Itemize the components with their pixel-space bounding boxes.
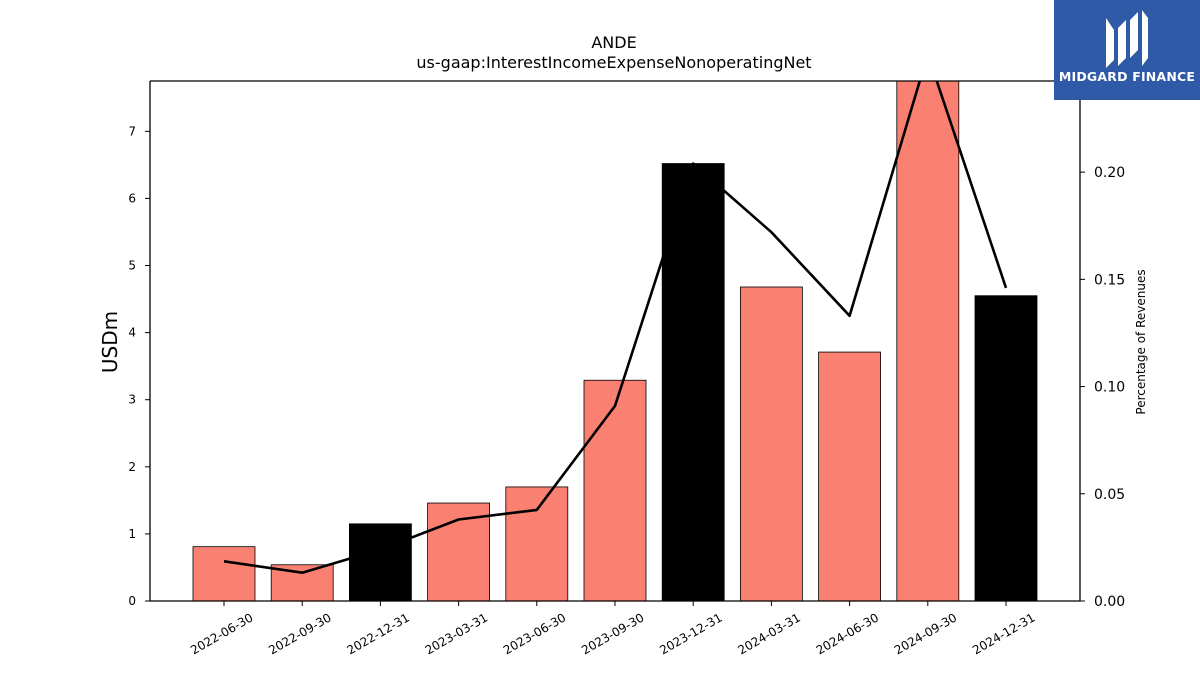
- y-tick-label: 1: [128, 527, 136, 541]
- y-tick-label: 4: [128, 326, 136, 340]
- bar-2022-06-30: [192, 546, 256, 602]
- bar-2024-03-31: [740, 286, 803, 602]
- y-tick-label: 2: [128, 460, 136, 474]
- bar-2023-09-30: [583, 379, 647, 602]
- bar-2023-06-30: [505, 486, 569, 602]
- midgard-finance-logo: MIDGARD FINANCE: [1054, 0, 1200, 100]
- x-tick-label: 2023-09-30: [579, 610, 646, 657]
- x-tick-label: 2024-09-30: [892, 610, 959, 657]
- chart-subtitle: us-gaap:InterestIncomeExpenseNonoperatin…: [416, 53, 811, 72]
- y2-tick-label: 0.10: [1094, 380, 1125, 396]
- midgard-logo-icon: [1106, 10, 1148, 68]
- logo-text: MIDGARD FINANCE: [1058, 69, 1196, 84]
- bar-2024-06-30: [818, 351, 881, 602]
- y2-tick-label: 0.15: [1094, 272, 1125, 288]
- y-tick-label: 5: [128, 259, 136, 273]
- x-tick-label: 2024-03-31: [735, 610, 802, 657]
- y-tick-label: 6: [128, 191, 136, 205]
- y2-tick-label: 0.20: [1094, 165, 1125, 181]
- x-tick-label: 2023-06-30: [501, 610, 568, 657]
- chart-title: ANDE: [591, 33, 636, 52]
- x-tick-label: 2022-12-31: [344, 610, 411, 657]
- x-tick-label: 2022-09-30: [266, 610, 333, 657]
- y-axis-label: USDm: [98, 311, 122, 373]
- percentage-line: [223, 81, 1008, 574]
- bar-2024-09-30: [896, 80, 960, 602]
- bars-group: [192, 80, 1038, 602]
- y2-tick-label: 0.05: [1094, 487, 1125, 503]
- line-group: [223, 81, 1008, 574]
- x-tick-label: 2024-06-30: [814, 610, 881, 657]
- x-tick-label: 2024-12-31: [970, 610, 1037, 657]
- y2-tick-label: 0.00: [1094, 594, 1125, 610]
- x-tick-label: 2022-06-30: [188, 610, 255, 657]
- y-tick-label: 7: [128, 124, 136, 138]
- y2-axis-label: Percentage of Revenues: [1134, 269, 1148, 414]
- x-tick-label: 2023-03-31: [423, 610, 490, 657]
- x-tick-label: 2023-12-31: [657, 610, 724, 657]
- y-tick-label: 0: [128, 594, 136, 608]
- bar-2024-12-31: [974, 295, 1038, 602]
- y-tick-label: 3: [128, 393, 136, 407]
- bar-2022-12-31: [348, 523, 412, 602]
